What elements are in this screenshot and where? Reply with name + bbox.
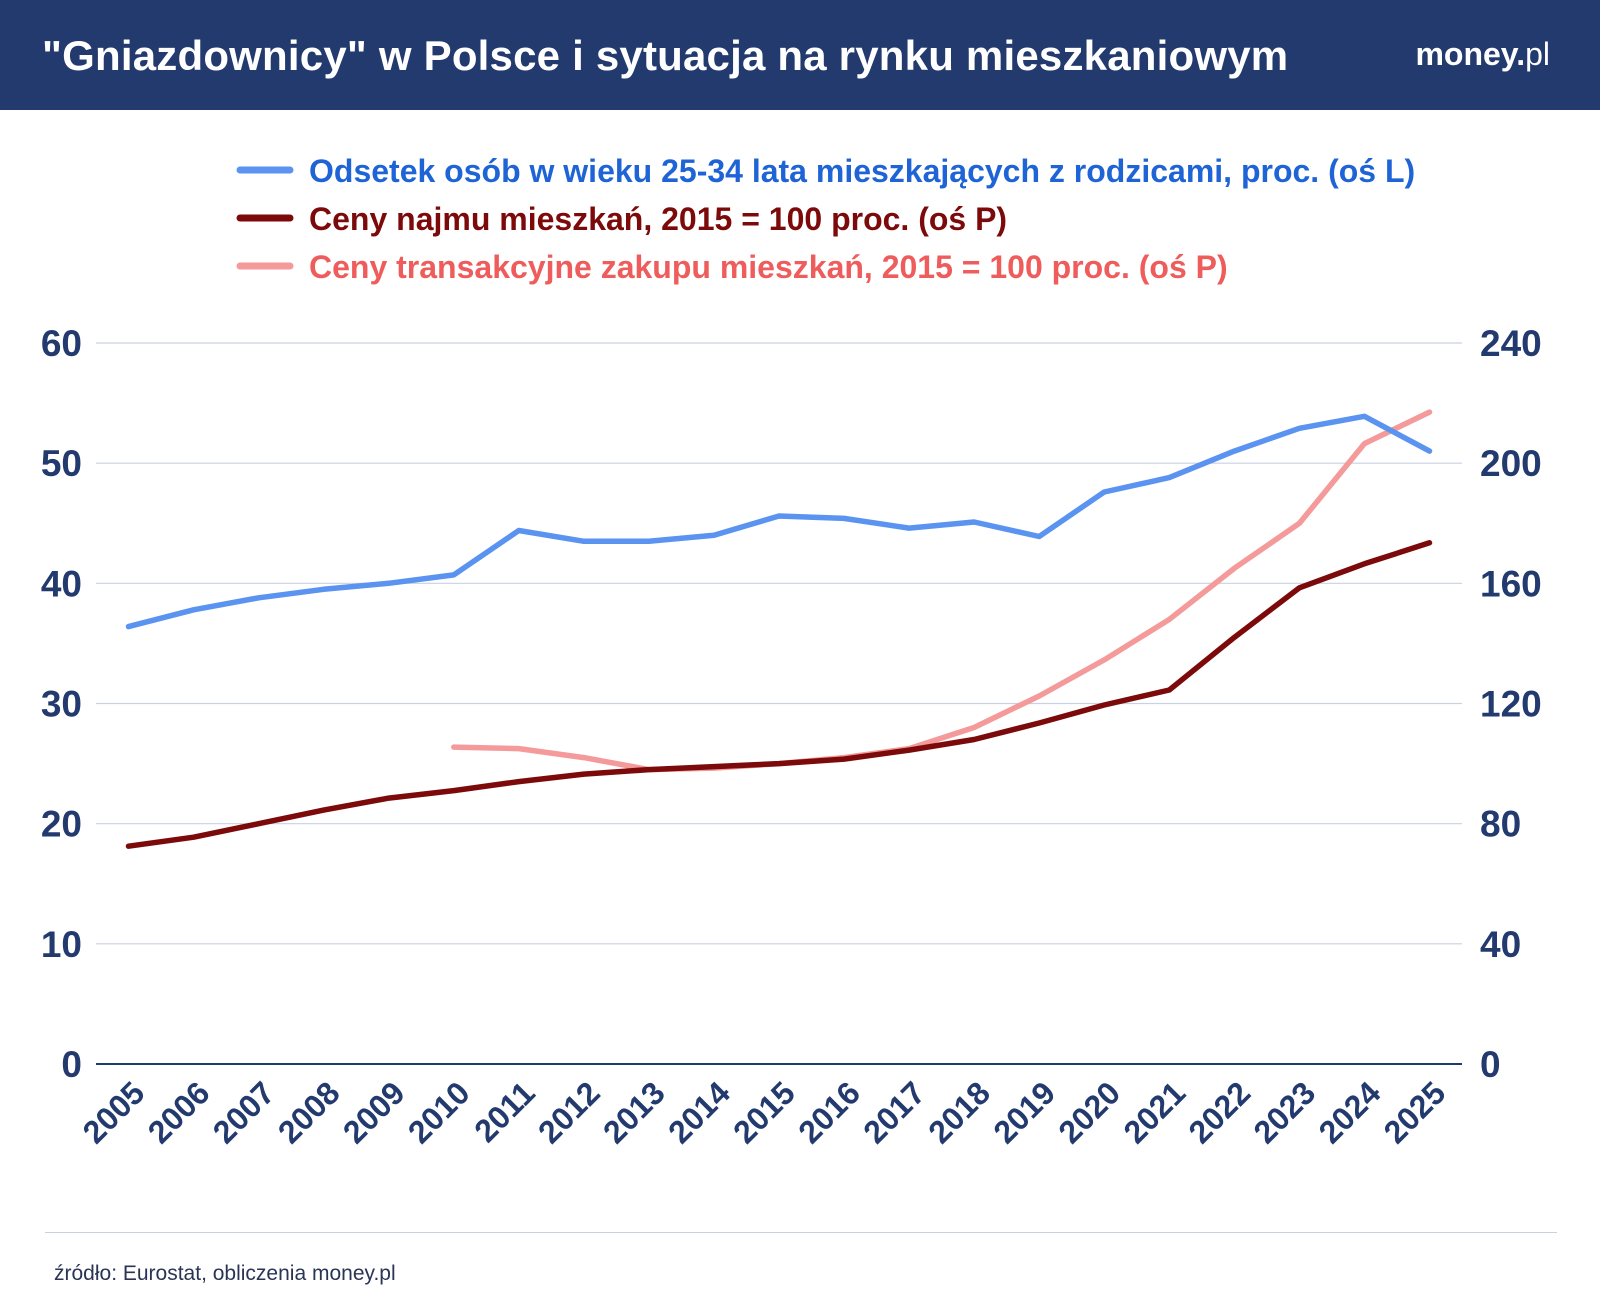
x-tick-label: 2018 (921, 1074, 997, 1150)
y-axis-right: 0 40 80 120 160 200 240 (1480, 323, 1542, 1085)
x-tick-label: 2010 (401, 1074, 477, 1150)
x-tick-label: 2012 (531, 1074, 607, 1150)
y-left-tick-label: 20 (41, 804, 82, 845)
x-tick-label: 2006 (141, 1074, 217, 1150)
x-tick-label: 2011 (467, 1074, 542, 1149)
x-tick-label: 2014 (661, 1074, 737, 1150)
brand-suffix: pl (1525, 36, 1550, 72)
x-tick-label: 2020 (1051, 1074, 1127, 1150)
legend-label-1: Ceny najmu mieszkań, 2015 = 100 proc. (o… (309, 201, 1007, 237)
y-left-tick-label: 40 (41, 563, 82, 604)
brand-logo: money.pl (1415, 36, 1550, 73)
x-tick-label: 2025 (1377, 1074, 1453, 1150)
x-tick-label: 2008 (271, 1074, 347, 1150)
y-right-tick-label: 200 (1480, 443, 1542, 484)
y-left-tick-label: 50 (41, 443, 82, 484)
x-tick-label: 2016 (791, 1074, 867, 1150)
x-tick-label: 2007 (206, 1074, 282, 1150)
x-tick-label: 2013 (596, 1074, 672, 1150)
y-axis-left: 0 10 20 30 40 50 60 (41, 323, 82, 1085)
legend-label-0: Odsetek osób w wieku 25-34 lata mieszkaj… (309, 153, 1415, 189)
x-tick-label: 2023 (1247, 1074, 1323, 1150)
x-tick-label: 2009 (336, 1074, 412, 1150)
y-right-tick-label: 240 (1480, 323, 1542, 364)
y-left-tick-label: 60 (41, 323, 82, 364)
footer-divider (45, 1232, 1557, 1233)
grid-lines (96, 342, 1462, 1065)
y-right-tick-label: 40 (1480, 924, 1521, 965)
brand-main: money. (1415, 36, 1526, 72)
line-chart: Odsetek osób w wieku 25-34 lata mieszkaj… (41, 153, 1542, 1150)
series-lines (125, 409, 1433, 849)
x-tick-label: 2022 (1181, 1074, 1257, 1150)
y-left-tick-label: 0 (61, 1044, 82, 1085)
legend: Odsetek osób w wieku 25-34 lata mieszkaj… (236, 153, 1415, 285)
chart-title: "Gniazdownicy" w Polsce i sytuacja na ry… (42, 32, 1289, 79)
x-tick-label: 2005 (76, 1074, 152, 1150)
y-right-tick-label: 120 (1480, 684, 1542, 725)
x-tick-label: 2024 (1312, 1074, 1388, 1150)
x-axis: 2005200620072008200920102011201220132014… (76, 1074, 1453, 1150)
y-right-tick-label: 160 (1480, 563, 1542, 604)
series-line-0 (125, 413, 1433, 630)
y-right-tick-label: 0 (1480, 1044, 1501, 1085)
y-right-tick-label: 80 (1480, 804, 1521, 845)
source-note: źródło: Eurostat, obliczenia money.pl (54, 1262, 396, 1285)
header-bar: "Gniazdownicy" w Polsce i sytuacja na ry… (0, 0, 1600, 110)
y-left-tick-label: 30 (41, 684, 82, 725)
x-tick-label: 2017 (856, 1074, 932, 1150)
y-left-tick-label: 10 (41, 924, 82, 965)
series-line-1 (125, 540, 1433, 849)
x-tick-label: 2015 (726, 1074, 802, 1150)
legend-label-2: Ceny transakcyjne zakupu mieszkań, 2015 … (309, 249, 1228, 285)
series-line-2 (451, 409, 1433, 773)
x-tick-label: 2021 (1116, 1074, 1192, 1150)
x-tick-label: 2019 (986, 1074, 1062, 1150)
